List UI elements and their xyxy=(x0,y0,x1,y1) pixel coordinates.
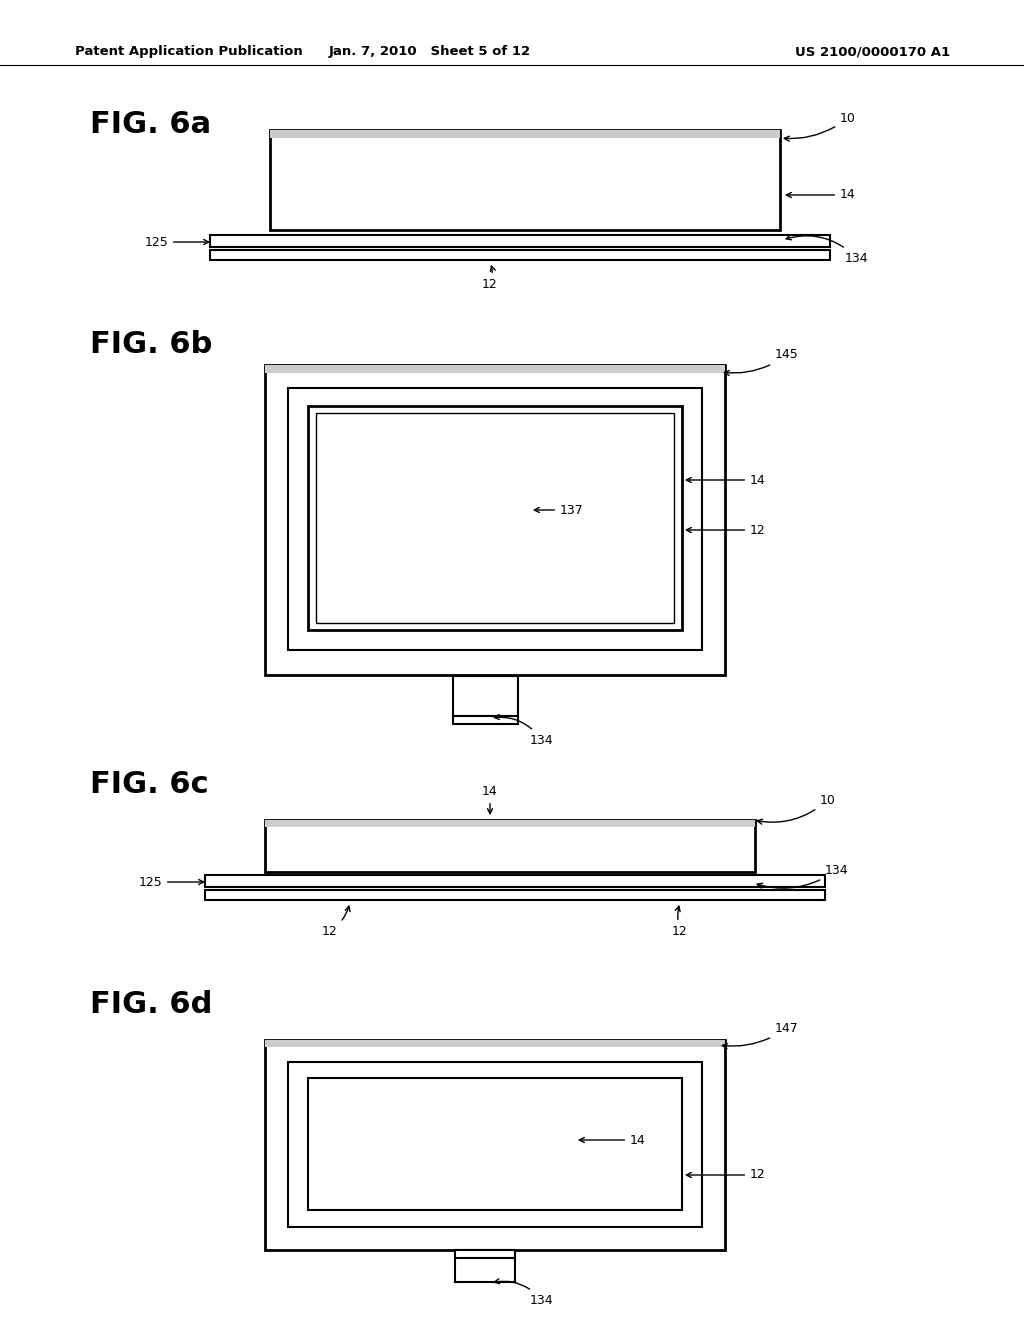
Text: 134: 134 xyxy=(495,714,554,747)
Text: 12: 12 xyxy=(482,267,498,290)
Bar xyxy=(455,1250,515,1282)
Text: 12: 12 xyxy=(686,1168,766,1181)
Bar xyxy=(453,715,518,723)
Text: 12: 12 xyxy=(686,524,766,536)
Text: Jan. 7, 2010   Sheet 5 of 12: Jan. 7, 2010 Sheet 5 of 12 xyxy=(329,45,531,58)
Bar xyxy=(288,1063,702,1228)
Text: 125: 125 xyxy=(138,875,204,888)
Text: 125: 125 xyxy=(144,235,209,248)
Text: 14: 14 xyxy=(580,1134,646,1147)
Bar xyxy=(265,366,725,675)
Text: 14: 14 xyxy=(786,189,856,202)
Bar xyxy=(265,1040,725,1047)
Bar xyxy=(288,388,702,649)
Text: 137: 137 xyxy=(535,503,584,516)
Bar xyxy=(265,1040,725,1250)
Text: 134: 134 xyxy=(757,863,849,888)
Bar xyxy=(265,820,755,873)
Bar xyxy=(270,129,780,230)
Bar xyxy=(308,1078,682,1210)
Text: 10: 10 xyxy=(758,793,836,824)
Text: US 2100/0000170 A1: US 2100/0000170 A1 xyxy=(795,45,950,58)
Bar xyxy=(265,366,725,374)
Text: FIG. 6b: FIG. 6b xyxy=(90,330,212,359)
Text: 14: 14 xyxy=(482,785,498,813)
Bar xyxy=(316,413,674,623)
Text: 12: 12 xyxy=(672,907,688,939)
Bar xyxy=(205,890,825,900)
Bar xyxy=(270,129,780,139)
Text: 134: 134 xyxy=(495,1279,554,1307)
Bar xyxy=(205,875,825,887)
Text: FIG. 6a: FIG. 6a xyxy=(90,110,211,139)
Text: 14: 14 xyxy=(686,474,766,487)
Text: FIG. 6d: FIG. 6d xyxy=(90,990,212,1019)
Bar xyxy=(453,676,518,715)
Text: 12: 12 xyxy=(323,907,350,939)
Text: 134: 134 xyxy=(786,235,868,264)
Text: FIG. 6c: FIG. 6c xyxy=(90,770,209,799)
Text: 10: 10 xyxy=(784,111,856,141)
Text: 147: 147 xyxy=(722,1022,799,1048)
Bar xyxy=(308,407,682,630)
Bar xyxy=(210,249,830,260)
Bar xyxy=(265,820,755,828)
Bar xyxy=(455,1250,515,1258)
Bar xyxy=(210,235,830,247)
Text: Patent Application Publication: Patent Application Publication xyxy=(75,45,303,58)
Text: 145: 145 xyxy=(724,348,799,375)
